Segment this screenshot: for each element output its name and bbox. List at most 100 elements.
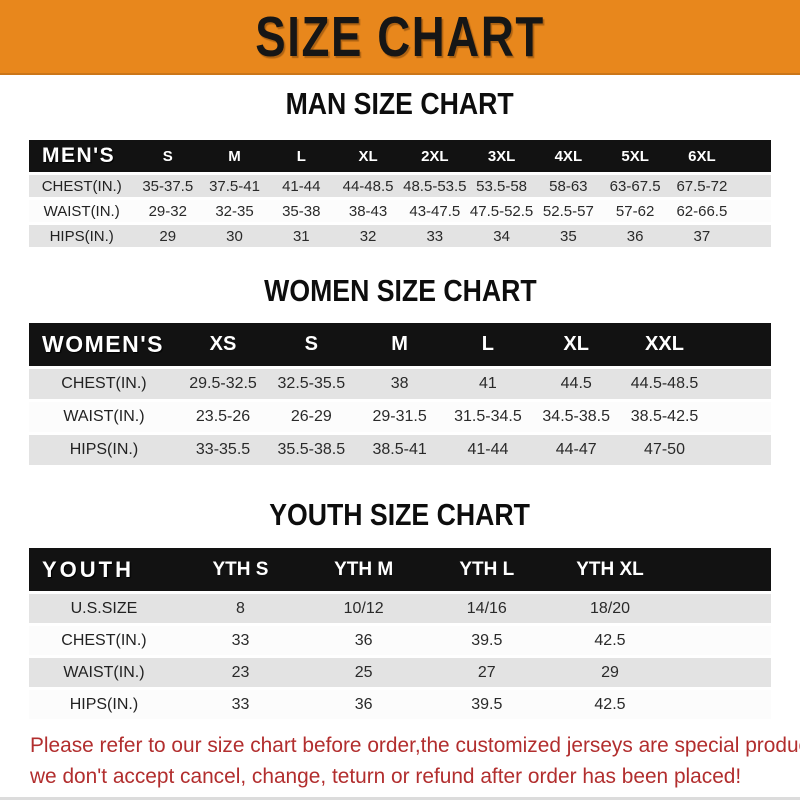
- group-label-youth: YOUTH: [29, 548, 179, 591]
- order-note: Please refer to our size chart before or…: [30, 730, 800, 792]
- size-cell: 62-66.5: [668, 200, 736, 222]
- size-cell: 47.5-52.5: [468, 200, 535, 222]
- size-cell: 42.5: [548, 690, 672, 719]
- size-cell: 8: [178, 594, 303, 623]
- bottom-divider: [0, 797, 800, 800]
- table-row: CHEST(IN.) 29.5-32.5 32.5-35.5 38 41 44.5 44.5…: [29, 369, 771, 399]
- size-cell: 39.5: [425, 690, 549, 719]
- charts: MAN SIZE CHART MEN'S S M L XL 2XL 3XL 4XL 5XL 6XL C…: [0, 87, 800, 722]
- size-cell: 29: [548, 658, 672, 687]
- size-cell: 44.5-48.5: [620, 369, 709, 399]
- size-cell: 63-67.5: [601, 175, 669, 197]
- size-column-header: XL: [532, 323, 621, 366]
- section-men: MAN SIZE CHART MEN'S S M L XL 2XL 3XL 4XL 5XL 6XL C…: [0, 87, 800, 250]
- size-cell: 39.5: [425, 626, 549, 655]
- size-cell: 34.5-38.5: [532, 402, 621, 432]
- note-line-2: we don't accept cancel, change, teturn o…: [30, 764, 742, 788]
- size-cell: 38.5-42.5: [620, 402, 709, 432]
- table-row: U.S.SIZE 8 10/12 14/16 18/20: [29, 594, 771, 623]
- size-cell: 44-48.5: [334, 175, 402, 197]
- row-label: HIPS(IN.): [29, 225, 135, 247]
- row-label: U.S.SIZE: [29, 594, 179, 623]
- size-cell: 23: [178, 658, 303, 687]
- size-column-header: YTH L: [425, 548, 549, 591]
- row-spacer-cell: [708, 369, 771, 399]
- table-row: CHEST(IN.) 35-37.5 37.5-41 41-44 44-48.5 48.5…: [29, 175, 771, 197]
- header-row: YOUTH YTH S YTH M YTH L YTH XL: [29, 548, 771, 591]
- size-cell: 32.5-35.5: [267, 369, 356, 399]
- table-row: HIPS(IN.) 33 36 39.5 42.5: [29, 690, 771, 719]
- size-cell: 34: [468, 225, 535, 247]
- size-cell: 58-63: [534, 175, 602, 197]
- women-size-table: WOMEN'S XS S M L XL XXL CHEST(IN.) 29.5-32.5 32.5…: [29, 320, 771, 468]
- size-cell: 37.5-41: [201, 175, 268, 197]
- header-row: MEN'S S M L XL 2XL 3XL 4XL 5XL 6XL: [29, 140, 771, 172]
- size-cell: 18/20: [548, 594, 672, 623]
- table-row: CHEST(IN.) 33 36 39.5 42.5: [29, 626, 771, 655]
- size-cell: 44-47: [532, 435, 621, 465]
- group-label-men: MEN'S: [29, 140, 135, 172]
- header-row: WOMEN'S XS S M L XL XXL: [29, 323, 771, 366]
- section-title-men: MAN SIZE CHART: [285, 86, 515, 121]
- row-spacer-cell: [735, 200, 771, 222]
- size-cell: 44.5: [532, 369, 621, 399]
- size-cell: 35-37.5: [134, 175, 202, 197]
- row-label: CHEST(IN.): [29, 369, 179, 399]
- size-cell: 52.5-57: [534, 200, 602, 222]
- size-column-header: YTH S: [178, 548, 303, 591]
- size-cell: 43-47.5: [401, 200, 469, 222]
- row-spacer-cell: [671, 690, 771, 719]
- section-women: WOMEN SIZE CHART WOMEN'S XS S M L XL XXL CHEST(I…: [0, 274, 800, 468]
- size-cell: 36: [601, 225, 669, 247]
- table-row: WAIST(IN.) 23 25 27 29: [29, 658, 771, 687]
- size-cell: 37: [668, 225, 736, 247]
- size-cell: 33-35.5: [178, 435, 268, 465]
- size-cell: 33: [178, 626, 303, 655]
- size-cell: 33: [401, 225, 469, 247]
- size-column-header: S: [267, 323, 356, 366]
- size-column-header: XXL: [620, 323, 709, 366]
- banner: SIZE CHART: [0, 0, 800, 75]
- size-cell: 31: [267, 225, 335, 247]
- header-spacer-cell: [708, 323, 771, 366]
- size-cell: 57-62: [601, 200, 669, 222]
- size-cell: 29.5-32.5: [178, 369, 268, 399]
- size-cell: 36: [302, 690, 426, 719]
- size-column-header: YTH XL: [548, 548, 672, 591]
- size-cell: 67.5-72: [668, 175, 736, 197]
- header-spacer-cell: [671, 548, 771, 591]
- size-column-header: XL: [334, 140, 402, 172]
- group-label-women: WOMEN'S: [29, 323, 179, 366]
- page-title: SIZE CHART: [255, 4, 545, 69]
- row-spacer-cell: [735, 225, 771, 247]
- note-line-1: Please refer to our size chart before or…: [30, 733, 800, 757]
- size-column-header: YTH M: [302, 548, 426, 591]
- table-row: WAIST(IN.) 23.5-26 26-29 29-31.5 31.5-34.5 34…: [29, 402, 771, 432]
- section-title-youth: YOUTH SIZE CHART: [269, 497, 531, 532]
- row-spacer-cell: [708, 435, 771, 465]
- size-cell: 36: [302, 626, 426, 655]
- size-cell: 26-29: [267, 402, 356, 432]
- size-column-header: XS: [178, 323, 268, 366]
- size-cell: 33: [178, 690, 303, 719]
- row-label: WAIST(IN.): [29, 200, 135, 222]
- row-label: WAIST(IN.): [29, 658, 179, 687]
- size-cell: 47-50: [620, 435, 709, 465]
- size-column-header: S: [134, 140, 202, 172]
- size-cell: 32: [334, 225, 402, 247]
- size-cell: 31.5-34.5: [443, 402, 533, 432]
- row-label: WAIST(IN.): [29, 402, 179, 432]
- table-row: HIPS(IN.) 33-35.5 35.5-38.5 38.5-41 41-44 44-…: [29, 435, 771, 465]
- size-cell: 10/12: [302, 594, 426, 623]
- size-cell: 29-31.5: [355, 402, 444, 432]
- row-spacer-cell: [708, 402, 771, 432]
- row-label: HIPS(IN.): [29, 690, 179, 719]
- size-cell: 35: [534, 225, 602, 247]
- size-cell: 38-43: [334, 200, 402, 222]
- size-cell: 35.5-38.5: [267, 435, 356, 465]
- size-column-header: 4XL: [534, 140, 602, 172]
- size-cell: 32-35: [201, 200, 268, 222]
- size-cell: 30: [201, 225, 268, 247]
- size-column-header: L: [443, 323, 533, 366]
- size-cell: 53.5-58: [468, 175, 535, 197]
